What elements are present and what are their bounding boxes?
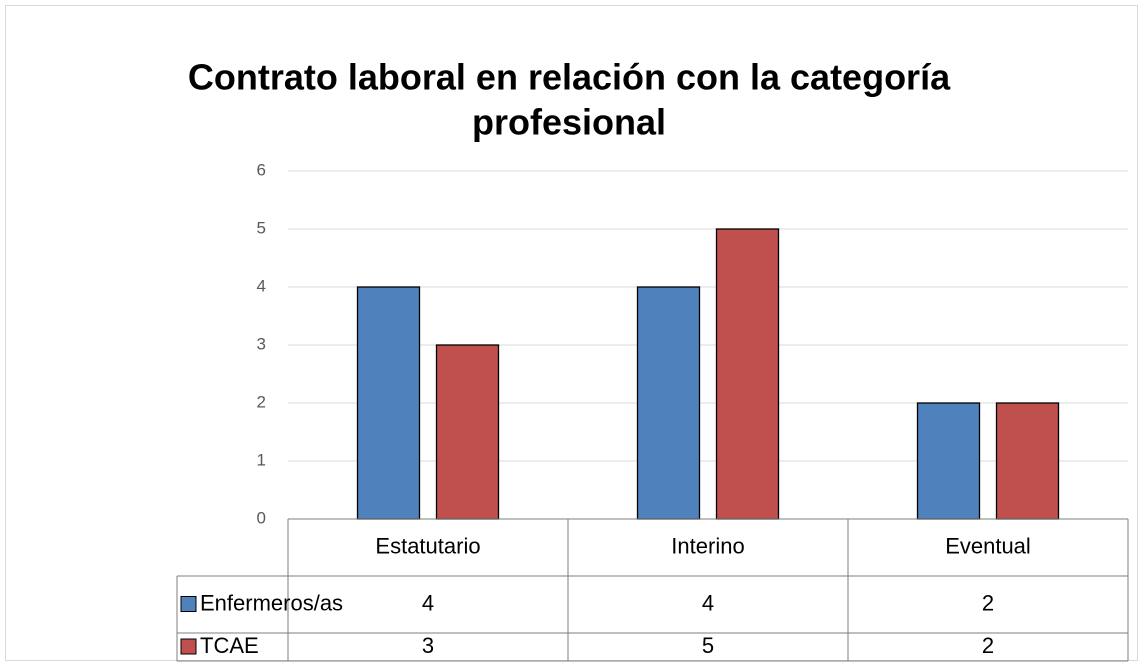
x-tick-label: Interino bbox=[671, 533, 744, 558]
bar bbox=[356, 286, 421, 520]
y-tick-label: 2 bbox=[257, 392, 266, 411]
chart-title: Contrato laboral en relación con la cate… bbox=[188, 57, 951, 98]
table-value: 2 bbox=[982, 590, 994, 615]
x-tick-label: Estatutario bbox=[375, 533, 480, 558]
y-tick-label: 6 bbox=[257, 160, 266, 179]
table-value: 3 bbox=[422, 633, 434, 658]
bar bbox=[435, 344, 500, 520]
chart-frame bbox=[5, 5, 1138, 661]
legend-label: Enfermeros/as bbox=[200, 590, 343, 615]
table-value: 2 bbox=[982, 633, 994, 658]
y-tick-label: 3 bbox=[257, 334, 266, 353]
y-tick-label: 4 bbox=[257, 276, 266, 295]
bar bbox=[715, 228, 780, 520]
bar bbox=[995, 402, 1060, 520]
y-tick-label: 0 bbox=[257, 508, 266, 527]
y-tick-label: 1 bbox=[257, 450, 266, 469]
legend-key bbox=[180, 638, 197, 655]
legend-label: TCAE bbox=[200, 633, 259, 658]
bar bbox=[636, 286, 701, 520]
table-value: 5 bbox=[702, 633, 714, 658]
bar bbox=[916, 402, 981, 520]
legend-key bbox=[180, 596, 197, 612]
table-value: 4 bbox=[422, 590, 434, 615]
chart-title: profesional bbox=[472, 102, 666, 143]
x-tick-label: Eventual bbox=[945, 533, 1031, 558]
table-value: 4 bbox=[702, 590, 714, 615]
y-tick-label: 5 bbox=[257, 218, 266, 237]
